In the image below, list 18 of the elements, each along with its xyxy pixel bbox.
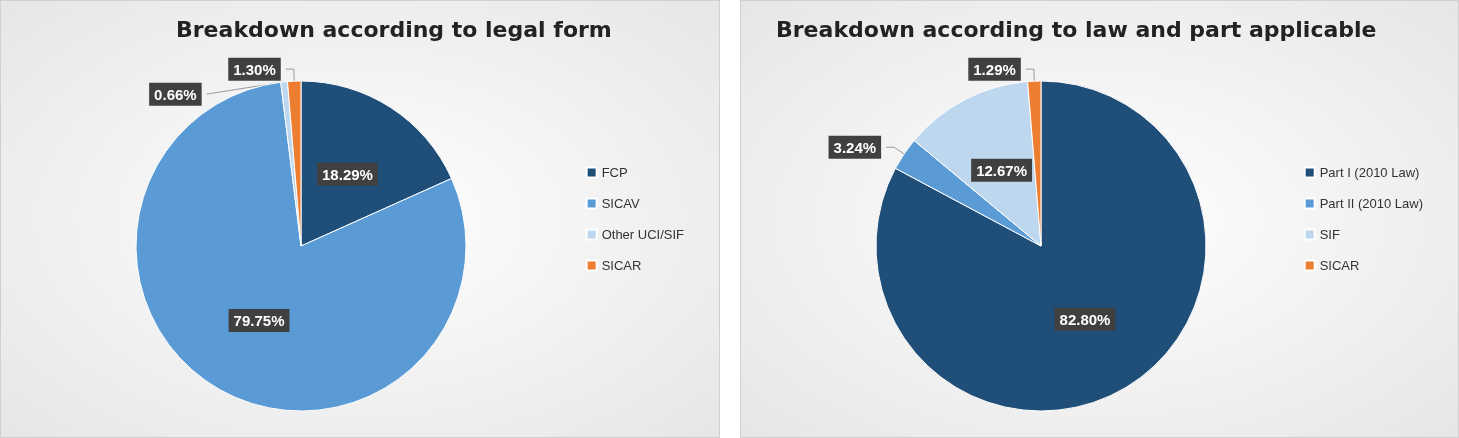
- data-label: 79.75%: [233, 311, 285, 329]
- data-label: 1.29%: [973, 60, 1016, 78]
- data-label: 0.66%: [154, 85, 197, 103]
- chart-title: Breakdown according to legal form: [176, 16, 612, 42]
- data-label: 12.67%: [976, 161, 1028, 179]
- legend-label: SICAV: [601, 196, 641, 211]
- data-label: 18.29%: [322, 165, 373, 183]
- chart-title: Breakdown according to law and part applicable: [776, 16, 1377, 42]
- legend-label: FCP: [601, 165, 628, 180]
- data-label: 3.24%: [833, 138, 877, 156]
- legend-label: Other UCI/SIF: [601, 227, 685, 242]
- legend-label: SICAR: [601, 258, 642, 273]
- legend-label: SICAR: [1319, 258, 1360, 273]
- legend-label: Part II (2010 Law): [1319, 196, 1423, 211]
- data-label: 1.30%: [233, 60, 276, 78]
- data-label: 82.80%: [1059, 310, 1111, 328]
- legend-label: SIF: [1319, 227, 1340, 242]
- legend-label: Part I (2010 Law): [1319, 165, 1420, 180]
